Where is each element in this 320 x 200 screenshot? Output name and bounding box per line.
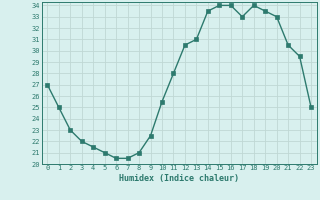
X-axis label: Humidex (Indice chaleur): Humidex (Indice chaleur) — [119, 174, 239, 183]
